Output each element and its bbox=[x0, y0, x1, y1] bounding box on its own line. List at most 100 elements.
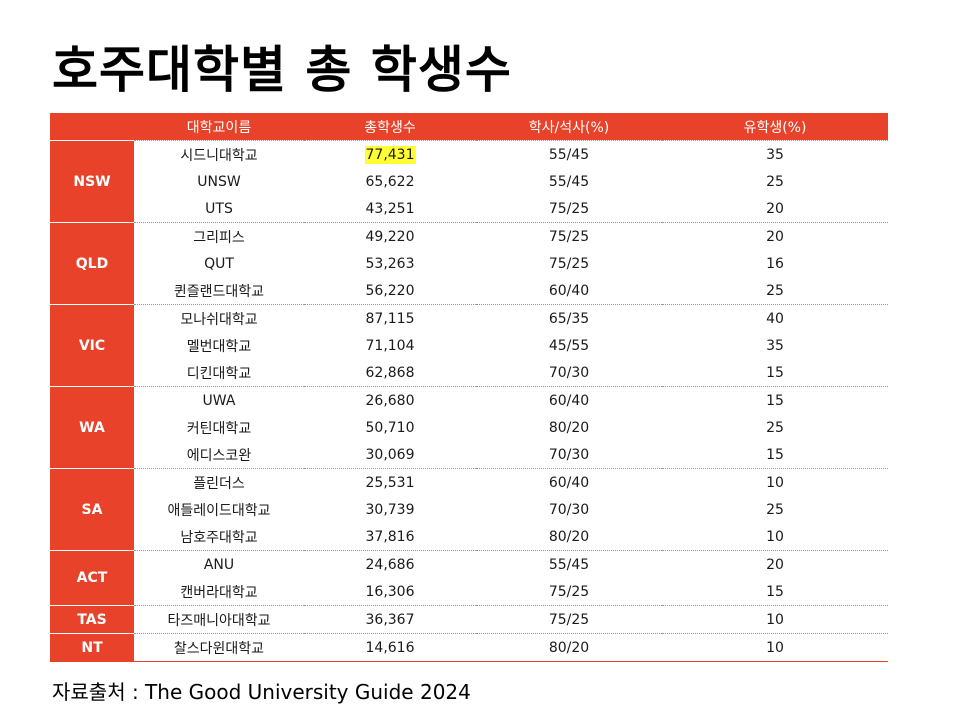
table-row: VIC 모나쉬대학교 87,115 65/35 40 bbox=[50, 304, 888, 387]
international-pct-cell: 40 bbox=[662, 304, 888, 332]
total-students-cell: 43,251 bbox=[365, 200, 415, 217]
university-name-cell: UNSW bbox=[197, 173, 241, 190]
table-row: QLD 그리피스 49,220 75/25 20 bbox=[50, 222, 888, 305]
table-header-row: 대학교이름 총학생수 학사/석사(%) 유학생(%) bbox=[50, 113, 888, 141]
international-pct-cell: 15 bbox=[662, 386, 888, 414]
university-name-cell: 타즈매니아대학교 bbox=[134, 605, 304, 634]
international-pct-cell: 10 bbox=[662, 633, 888, 662]
total-students-cell: 26,680 bbox=[304, 386, 476, 414]
total-students-cell: 16,306 bbox=[365, 583, 415, 600]
total-students-cell: 77,431 bbox=[304, 140, 476, 168]
university-name-cell: 플린더스 bbox=[134, 468, 304, 496]
degree-ratio-cell: 75/25 bbox=[548, 255, 590, 272]
university-name-cell: 시드니대학교 bbox=[134, 140, 304, 168]
header-bachelor-master-ratio: 학사/석사(%) bbox=[476, 113, 662, 141]
university-name-cell: 커틴대학교 bbox=[186, 420, 252, 437]
international-pct-cell: 10 bbox=[766, 528, 784, 545]
table-row: 남호주대학교 37,816 80/20 10 bbox=[50, 523, 888, 551]
region-cell: VIC bbox=[50, 304, 134, 387]
table-row: ACT ANU 24,686 55/45 20 bbox=[50, 550, 888, 606]
degree-ratio-cell: 55/45 bbox=[476, 140, 662, 168]
degree-ratio-cell: 75/25 bbox=[548, 200, 590, 217]
university-name-cell: 멜번대학교 bbox=[186, 338, 252, 355]
degree-ratio-cell: 65/35 bbox=[476, 304, 662, 332]
university-name-cell: 모나쉬대학교 bbox=[134, 304, 304, 332]
international-pct-cell: 10 bbox=[662, 468, 888, 496]
table-row: UTS 43,251 75/25 20 bbox=[50, 195, 888, 223]
university-name-cell: UWA bbox=[134, 386, 304, 414]
total-students-cell: 30,069 bbox=[365, 446, 415, 463]
international-pct-cell: 35 bbox=[766, 337, 784, 354]
university-name-cell: QUT bbox=[204, 255, 234, 272]
table-row: UNSW 65,622 55/45 25 bbox=[50, 168, 888, 195]
international-pct-cell: 16 bbox=[766, 255, 784, 272]
international-pct-cell: 25 bbox=[766, 501, 784, 518]
international-pct-cell: 20 bbox=[766, 200, 784, 217]
international-pct-cell: 15 bbox=[766, 583, 784, 600]
international-pct-cell: 25 bbox=[766, 282, 784, 299]
table-row: 퀸즐랜드대학교 56,220 60/40 25 bbox=[50, 277, 888, 305]
total-students-cell: 50,710 bbox=[365, 419, 415, 436]
header-total-students: 총학생수 bbox=[304, 113, 476, 141]
table-row: 캔버라대학교 16,306 75/25 15 bbox=[50, 578, 888, 606]
degree-ratio-cell: 80/20 bbox=[548, 419, 590, 436]
region-cell: WA bbox=[50, 386, 134, 469]
degree-ratio-cell: 60/40 bbox=[476, 468, 662, 496]
total-students-cell: 36,367 bbox=[304, 605, 476, 634]
degree-ratio-cell: 75/25 bbox=[476, 605, 662, 634]
total-students-cell: 53,263 bbox=[365, 255, 415, 272]
total-students-cell: 56,220 bbox=[365, 282, 415, 299]
table-row: 멜번대학교 71,104 45/55 35 bbox=[50, 332, 888, 359]
total-students-cell: 24,686 bbox=[304, 550, 476, 578]
university-name-cell: 그리피스 bbox=[134, 222, 304, 250]
table-row: 디킨대학교 62,868 70/30 15 bbox=[50, 359, 888, 387]
university-name-cell: 찰스다윈대학교 bbox=[134, 633, 304, 662]
university-table: 대학교이름 총학생수 학사/석사(%) 유학생(%) NSW 시드니대학교 77,4… bbox=[50, 113, 888, 662]
header-international-pct: 유학생(%) bbox=[662, 113, 888, 141]
region-cell: NSW bbox=[50, 140, 134, 223]
total-students-cell: 49,220 bbox=[304, 222, 476, 250]
page-title: 호주대학별 총 학생수 bbox=[52, 41, 512, 99]
university-name-cell: 퀸즐랜드대학교 bbox=[173, 283, 265, 300]
international-pct-cell: 20 bbox=[662, 550, 888, 578]
degree-ratio-cell: 75/25 bbox=[476, 222, 662, 250]
degree-ratio-cell: 70/30 bbox=[548, 501, 590, 518]
header-university-name: 대학교이름 bbox=[134, 113, 304, 141]
degree-ratio-cell: 75/25 bbox=[548, 583, 590, 600]
table-row: 커틴대학교 50,710 80/20 25 bbox=[50, 414, 888, 441]
international-pct-cell: 20 bbox=[662, 222, 888, 250]
degree-ratio-cell: 60/40 bbox=[548, 282, 590, 299]
source-note: 자료출처 : The Good University Guide 2024 bbox=[52, 680, 471, 704]
university-name-cell: 캔버라대학교 bbox=[180, 584, 258, 601]
table-row: WA UWA 26,680 60/40 15 bbox=[50, 386, 888, 469]
region-cell: QLD bbox=[50, 222, 134, 305]
total-students-cell: 30,739 bbox=[365, 501, 415, 518]
university-name-cell: ANU bbox=[134, 550, 304, 578]
degree-ratio-cell: 80/20 bbox=[476, 633, 662, 662]
highlighted-value: 77,431 bbox=[364, 145, 416, 164]
university-name-cell: 디킨대학교 bbox=[186, 365, 252, 382]
university-name-cell: 애들레이드대학교 bbox=[167, 502, 271, 519]
table-row: 애들레이드대학교 30,739 70/30 25 bbox=[50, 496, 888, 523]
international-pct-cell: 15 bbox=[766, 446, 784, 463]
university-name-cell: 에디스코완 bbox=[186, 447, 252, 464]
degree-ratio-cell: 70/30 bbox=[548, 364, 590, 381]
degree-ratio-cell: 55/45 bbox=[476, 550, 662, 578]
total-students-cell: 65,622 bbox=[365, 173, 415, 190]
region-cell: NT bbox=[50, 633, 134, 662]
total-students-cell: 37,816 bbox=[365, 528, 415, 545]
international-pct-cell: 25 bbox=[766, 419, 784, 436]
degree-ratio-cell: 70/30 bbox=[548, 446, 590, 463]
header-region bbox=[50, 113, 134, 141]
table-row: 에디스코완 30,069 70/30 15 bbox=[50, 441, 888, 469]
table-row: NT 찰스다윈대학교 14,616 80/20 10 bbox=[50, 633, 888, 662]
degree-ratio-cell: 45/55 bbox=[548, 337, 590, 354]
international-pct-cell: 35 bbox=[662, 140, 888, 168]
university-name-cell: UTS bbox=[205, 200, 233, 217]
international-pct-cell: 15 bbox=[766, 364, 784, 381]
total-students-cell: 62,868 bbox=[365, 364, 415, 381]
degree-ratio-cell: 80/20 bbox=[548, 528, 590, 545]
table-row: NSW 시드니대학교 77,431 55/45 35 bbox=[50, 140, 888, 223]
total-students-cell: 25,531 bbox=[304, 468, 476, 496]
region-cell: ACT bbox=[50, 550, 134, 606]
